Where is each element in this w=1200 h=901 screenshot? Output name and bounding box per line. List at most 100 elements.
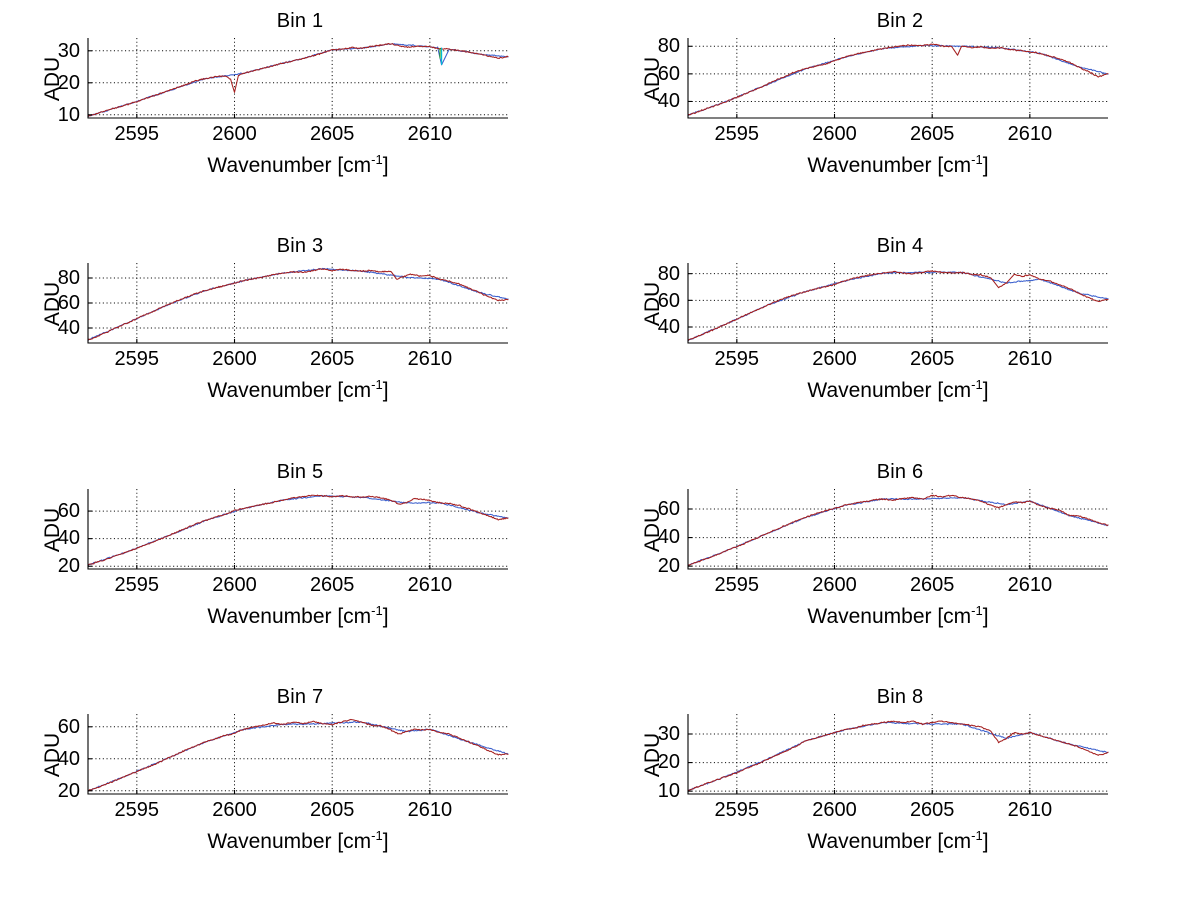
x-axis-label-bracket: ] <box>982 379 989 403</box>
subplot-panel: Bin 6 ADU 20 40 60 2595 2600 2605 2610 Wavenumber… <box>600 451 1200 676</box>
x-tick-label: 2595 <box>714 573 760 596</box>
y-tick-label: 40 <box>657 526 680 549</box>
y-tick-label: 30 <box>57 39 80 62</box>
plot-canvas <box>87 488 509 570</box>
x-tick-label: 2605 <box>909 123 955 145</box>
plot-area: ADU 20 40 60 2595 2600 2605 2610 Wavenumber [cm-… <box>641 488 1109 628</box>
y-tick-label: 40 <box>57 317 80 340</box>
panel-title: Bin 8 <box>876 685 924 708</box>
x-tick-label: 2600 <box>812 798 857 821</box>
x-tick-label: 2595 <box>114 348 160 371</box>
x-tick-label: 2605 <box>909 798 955 821</box>
x-axis-label-bracket: ] <box>382 604 389 628</box>
x-tick-label: 2595 <box>714 798 760 821</box>
panel-title: Bin 2 <box>876 10 924 32</box>
x-axis-label: Wavenumber [cm-1] <box>88 603 508 629</box>
y-tick-label: 40 <box>57 747 80 770</box>
x-axis-label-exponent: -1 <box>371 827 383 843</box>
y-tick-label: 10 <box>57 103 80 126</box>
plot-canvas <box>87 713 509 795</box>
y-tick-labels: 40 60 80 <box>640 263 684 343</box>
x-tick-label: 2600 <box>212 573 257 596</box>
subplot-panel: Bin 8 ADU 10 20 30 2595 2600 2605 2610 Wavenumber… <box>600 676 1200 901</box>
y-tick-label: 60 <box>657 289 680 312</box>
spectrum-line <box>87 268 509 342</box>
plot-area: ADU 10 20 30 2595 2600 2605 2610 Wavenumber [cm-… <box>41 38 509 177</box>
x-tick-label: 2600 <box>812 123 857 145</box>
x-axis-label-text: Wavenumber [cm <box>807 154 972 177</box>
x-axis-label-text: Wavenumber [cm <box>207 829 372 853</box>
x-axis-label-text: Wavenumber [cm <box>807 604 972 628</box>
x-axis-label-bracket: ] <box>382 829 389 853</box>
spectrum-line <box>87 718 509 792</box>
x-tick-label: 2610 <box>407 798 453 821</box>
x-axis-label: Wavenumber [cm-1] <box>688 152 1108 178</box>
y-tick-labels: 20 40 60 <box>40 489 84 576</box>
x-axis-label-bracket: ] <box>982 154 989 177</box>
y-tick-label: 60 <box>57 715 80 738</box>
x-tick-label: 2610 <box>407 123 453 145</box>
spectrum-line <box>687 721 1109 792</box>
y-tick-label: 60 <box>57 292 80 315</box>
x-tick-label: 2605 <box>309 573 355 596</box>
plot-canvas <box>87 38 509 119</box>
x-axis-label-bracket: ] <box>382 154 389 177</box>
x-axis-label-exponent: -1 <box>371 152 383 167</box>
axis-lines <box>87 488 508 570</box>
x-tick-label: 2610 <box>1007 348 1053 371</box>
x-axis-label-text: Wavenumber [cm <box>207 154 372 177</box>
y-tick-label: 20 <box>57 779 80 802</box>
y-tick-label: 40 <box>57 527 80 550</box>
x-tick-labels: 2595 2600 2605 2610 <box>88 794 508 824</box>
spectrum-line <box>87 494 509 566</box>
x-tick-labels: 2595 2600 2605 2610 <box>88 343 508 373</box>
panel-title: Bin 4 <box>876 235 924 258</box>
x-tick-labels: 2595 2600 2605 2610 <box>88 569 508 599</box>
x-tick-label: 2595 <box>114 798 160 821</box>
y-tick-label: 60 <box>657 497 680 520</box>
spectrum-line <box>87 268 509 341</box>
x-axis-label: Wavenumber [cm-1] <box>88 152 508 178</box>
axis-lines <box>87 713 508 795</box>
x-axis-label-exponent: -1 <box>971 152 983 167</box>
plot-canvas <box>687 38 1109 119</box>
spectrum-line <box>87 42 509 118</box>
spectrum-line <box>87 720 509 792</box>
x-axis-label: Wavenumber [cm-1] <box>688 377 1108 403</box>
x-axis-label-bracket: ] <box>982 829 989 853</box>
spectrum-line <box>87 494 509 566</box>
x-tick-label: 2600 <box>812 348 857 371</box>
x-axis-label-bracket: ] <box>382 379 389 403</box>
x-axis-label: Wavenumber [cm-1] <box>688 603 1108 629</box>
x-axis-label: Wavenumber [cm-1] <box>88 377 508 403</box>
x-tick-label: 2605 <box>909 348 955 371</box>
x-tick-label: 2610 <box>1007 123 1053 145</box>
axis-lines <box>687 263 1108 344</box>
y-tick-label: 30 <box>657 722 680 745</box>
x-tick-label: 2595 <box>114 573 160 596</box>
x-tick-label: 2595 <box>714 348 760 371</box>
plot-canvas <box>687 713 1109 795</box>
plot-area: ADU 40 60 80 2595 2600 2605 2610 Wavenumber [cm-… <box>641 36 1109 177</box>
y-tick-label: 20 <box>57 71 80 94</box>
plot-area: ADU 20 40 60 2595 2600 2605 2610 Wavenumber [cm-… <box>41 488 509 628</box>
panel-title: Bin 3 <box>276 235 324 258</box>
subplot-panel: Bin 1 ADU 10 20 30 2595 2600 2605 2610 Wavenumber… <box>0 0 600 225</box>
x-tick-label: 2600 <box>212 348 257 371</box>
subplot-panel: Bin 2 ADU 40 60 80 2595 2600 2605 2610 Wavenumber… <box>600 0 1200 225</box>
plot-area: ADU 20 40 60 2595 2600 2605 2610 Wavenumber [cm-… <box>41 713 509 853</box>
x-axis-label-exponent: -1 <box>971 827 983 843</box>
subplot-panel: Bin 4 ADU 40 60 80 2595 2600 2605 2610 Wavenumber… <box>600 225 1200 450</box>
spectrum-line <box>87 43 509 118</box>
y-tick-label: 80 <box>657 262 680 285</box>
x-tick-labels: 2595 2600 2605 2610 <box>688 569 1108 599</box>
y-tick-labels: 20 40 60 <box>40 714 84 801</box>
axis-lines <box>87 263 508 344</box>
y-tick-label: 80 <box>57 267 80 290</box>
axis-lines <box>687 488 1108 570</box>
x-tick-labels: 2595 2600 2605 2610 <box>688 343 1108 373</box>
y-tick-labels: 10 20 30 <box>640 714 684 801</box>
x-axis-label-exponent: -1 <box>371 377 383 393</box>
spectrum-line <box>687 43 1109 117</box>
